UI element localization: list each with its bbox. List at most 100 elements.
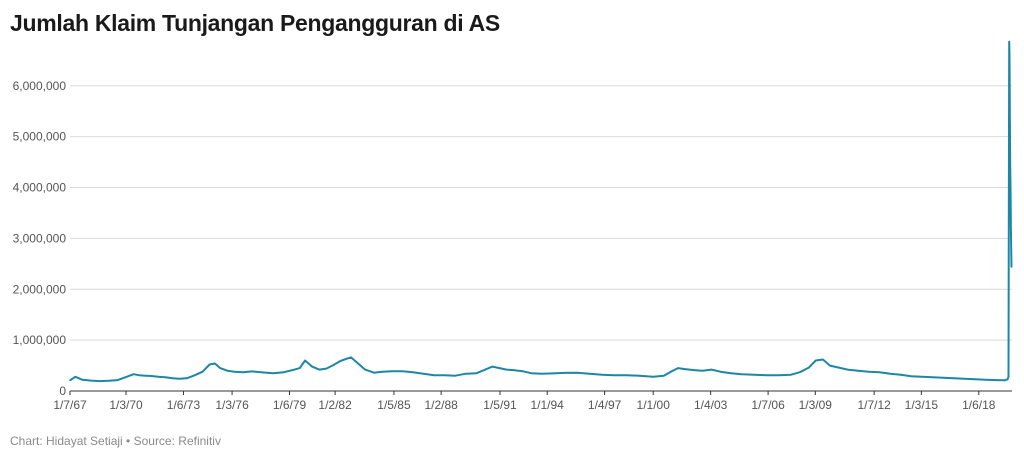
data-point xyxy=(304,359,306,362)
data-point xyxy=(401,370,404,373)
data-point xyxy=(521,370,524,373)
data-point xyxy=(625,374,628,377)
data-point xyxy=(132,373,135,376)
data-point xyxy=(846,368,849,371)
x-tick-label: 1/3/15 xyxy=(905,398,939,412)
data-point xyxy=(171,377,174,380)
data-point xyxy=(178,378,181,380)
data-point xyxy=(346,357,349,360)
data-point xyxy=(491,365,494,368)
data-point xyxy=(588,372,591,375)
data-point xyxy=(214,362,216,365)
x-tick-label: 1/7/12 xyxy=(857,398,891,412)
data-point xyxy=(484,368,487,371)
data-point xyxy=(921,376,923,378)
y-tick-label: 3,000,000 xyxy=(13,231,67,245)
data-point xyxy=(693,369,695,371)
x-tick-label: 1/6/79 xyxy=(273,398,307,412)
chart-title: Jumlah Klaim Tunjangan Pengangguran di A… xyxy=(10,10,500,36)
data-point xyxy=(475,372,478,375)
data-point xyxy=(974,378,976,381)
data-point xyxy=(952,377,955,380)
data-point xyxy=(219,367,221,369)
data-point xyxy=(164,376,167,379)
data-point xyxy=(443,374,446,377)
data-point xyxy=(710,368,713,371)
x-tick-label: 1/4/03 xyxy=(694,398,728,412)
data-point xyxy=(311,365,313,368)
x-tick-label: 1/3/09 xyxy=(799,398,833,412)
data-point xyxy=(613,374,616,377)
data-point xyxy=(498,367,501,369)
data-point xyxy=(233,370,236,373)
y-tick-label: 0 xyxy=(59,384,66,398)
data-point xyxy=(299,367,301,369)
data-point xyxy=(984,379,987,381)
data-point xyxy=(339,360,342,362)
data-point xyxy=(1009,193,1012,196)
data-point xyxy=(390,370,393,373)
data-point xyxy=(150,375,153,377)
y-tick-label: 4,000,000 xyxy=(13,181,67,195)
x-tick-label: 1/3/76 xyxy=(215,398,249,412)
data-point xyxy=(433,374,435,377)
x-tick-label: 1/3/70 xyxy=(109,398,143,412)
data-point xyxy=(829,364,831,367)
data-point xyxy=(963,378,966,380)
data-point xyxy=(90,379,92,382)
data-point xyxy=(1008,222,1010,224)
x-tick-label: 1/1/00 xyxy=(637,398,671,412)
data-point xyxy=(838,366,840,369)
data-point xyxy=(889,372,891,375)
data-point xyxy=(1009,164,1011,166)
x-axis: 1/7/67 1/3/70 1/6/73 1/3/76 1/6/79 1/2/82 1/5/… xyxy=(53,391,996,412)
y-axis: 0 1,000,000 2,000,000 3,000,000 4,000,000 5,0… xyxy=(13,79,67,398)
data-point xyxy=(293,368,296,371)
x-tick-label: 1/5/85 xyxy=(377,398,411,412)
data-point xyxy=(465,372,467,375)
data-point xyxy=(373,371,375,374)
x-tick-label: 1/6/73 xyxy=(167,398,201,412)
data-point xyxy=(350,356,352,359)
data-point xyxy=(551,372,554,375)
data-point xyxy=(185,377,188,380)
x-tick-label: 1/2/88 xyxy=(424,398,458,412)
data-point xyxy=(1010,266,1013,268)
data-point xyxy=(357,362,359,365)
data-point xyxy=(283,371,285,374)
data-point xyxy=(1008,40,1010,43)
data-point xyxy=(995,379,997,381)
data-point xyxy=(822,358,824,361)
data-point xyxy=(454,374,457,377)
data-point xyxy=(1006,378,1009,381)
data-point xyxy=(332,364,335,366)
data-point xyxy=(412,371,414,374)
x-tick-label: 1/7/67 xyxy=(53,398,87,412)
data-point xyxy=(765,374,768,377)
data-point xyxy=(116,379,119,381)
line-chart: 0 1,000,000 2,000,000 3,000,000 4,000,000 5,0… xyxy=(13,40,1013,412)
series-group xyxy=(69,40,1013,383)
data-point xyxy=(790,373,792,376)
y-tick-label: 6,000,000 xyxy=(13,79,67,93)
data-point xyxy=(364,368,366,371)
data-point xyxy=(753,373,755,376)
data-point xyxy=(81,379,84,381)
data-point xyxy=(99,380,101,382)
gridlines xyxy=(70,85,1012,392)
data-point xyxy=(138,374,140,377)
data-point xyxy=(505,368,508,371)
x-tick-label: 1/1/94 xyxy=(530,398,564,412)
data-point xyxy=(799,371,801,374)
data-point xyxy=(69,379,71,382)
data-point xyxy=(74,376,77,378)
data-point xyxy=(663,374,665,377)
data-point xyxy=(208,363,211,366)
x-tick-label: 1/4/97 xyxy=(588,398,622,412)
data-point xyxy=(201,370,204,373)
data-point xyxy=(910,375,913,378)
data-point xyxy=(125,376,128,378)
data-point xyxy=(601,373,603,376)
x-tick-label: 1/2/82 xyxy=(318,398,352,412)
data-point xyxy=(878,371,881,374)
